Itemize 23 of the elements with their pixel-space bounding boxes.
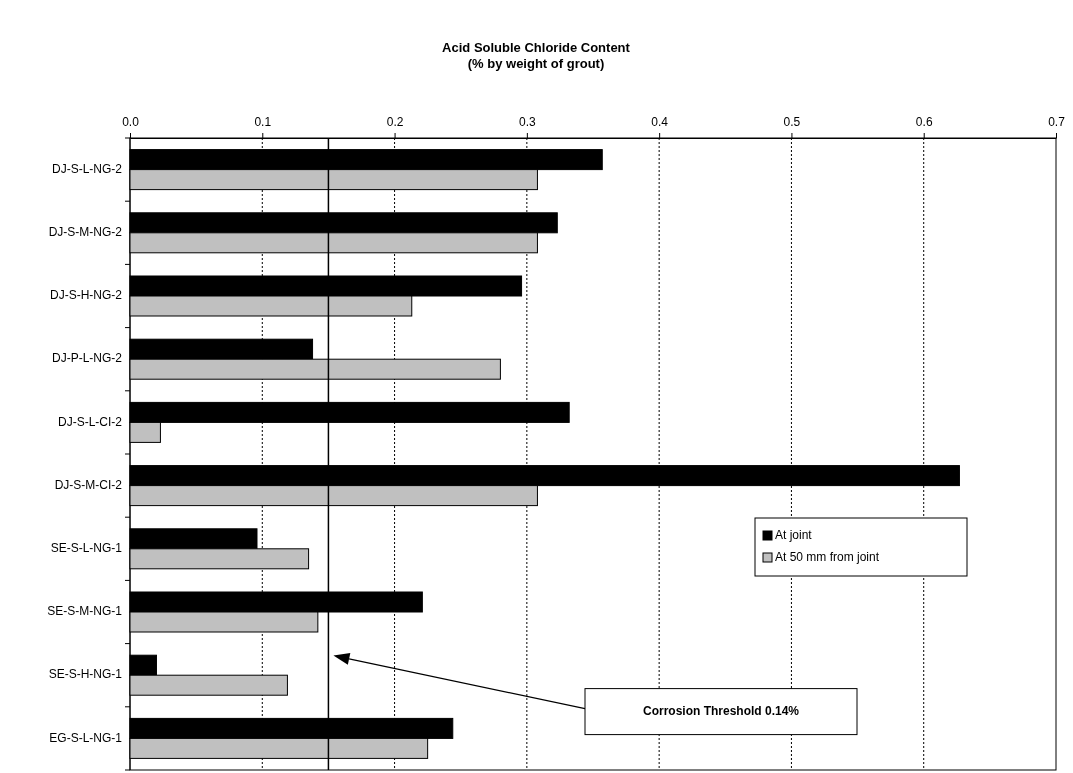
legend-label: At 50 mm from joint bbox=[775, 550, 880, 565]
chart-subtitle: (% by weight of grout) bbox=[467, 56, 605, 71]
y-tick-label: DJ-S-L-NG-2 bbox=[51, 161, 123, 176]
x-tick-label: 0.3 bbox=[519, 115, 537, 130]
y-tick-label: SE-S-H-NG-1 bbox=[48, 667, 123, 682]
y-tick-label: DJ-S-M-NG-2 bbox=[48, 224, 123, 239]
y-tick-label: DJ-S-M-CI-2 bbox=[54, 477, 123, 492]
annotation: Corrosion Threshold 0.14% bbox=[642, 703, 800, 718]
x-tick-label: 0.1 bbox=[254, 115, 272, 130]
x-tick-label: 0.7 bbox=[1048, 115, 1066, 130]
x-tick-label: 0.4 bbox=[651, 115, 669, 130]
y-tick-label: DJ-P-L-NG-2 bbox=[51, 351, 123, 366]
x-tick-label: 0.0 bbox=[122, 115, 140, 130]
legend-label: At joint bbox=[775, 528, 813, 543]
y-tick-label: DJ-S-H-NG-2 bbox=[50, 288, 123, 303]
x-tick-label: 0.6 bbox=[915, 115, 933, 130]
y-tick-label: EG-S-L-NG-1 bbox=[49, 730, 123, 745]
y-tick-label: DJ-S-L-CI-2 bbox=[57, 414, 123, 429]
y-tick-label: SE-S-M-NG-1 bbox=[47, 604, 123, 619]
x-tick-label: 0.5 bbox=[783, 115, 801, 130]
y-tick-label: SE-S-L-NG-1 bbox=[50, 540, 123, 555]
chart-title: Acid Soluble Chloride Content bbox=[442, 40, 631, 55]
x-tick-label: 0.2 bbox=[386, 115, 404, 130]
